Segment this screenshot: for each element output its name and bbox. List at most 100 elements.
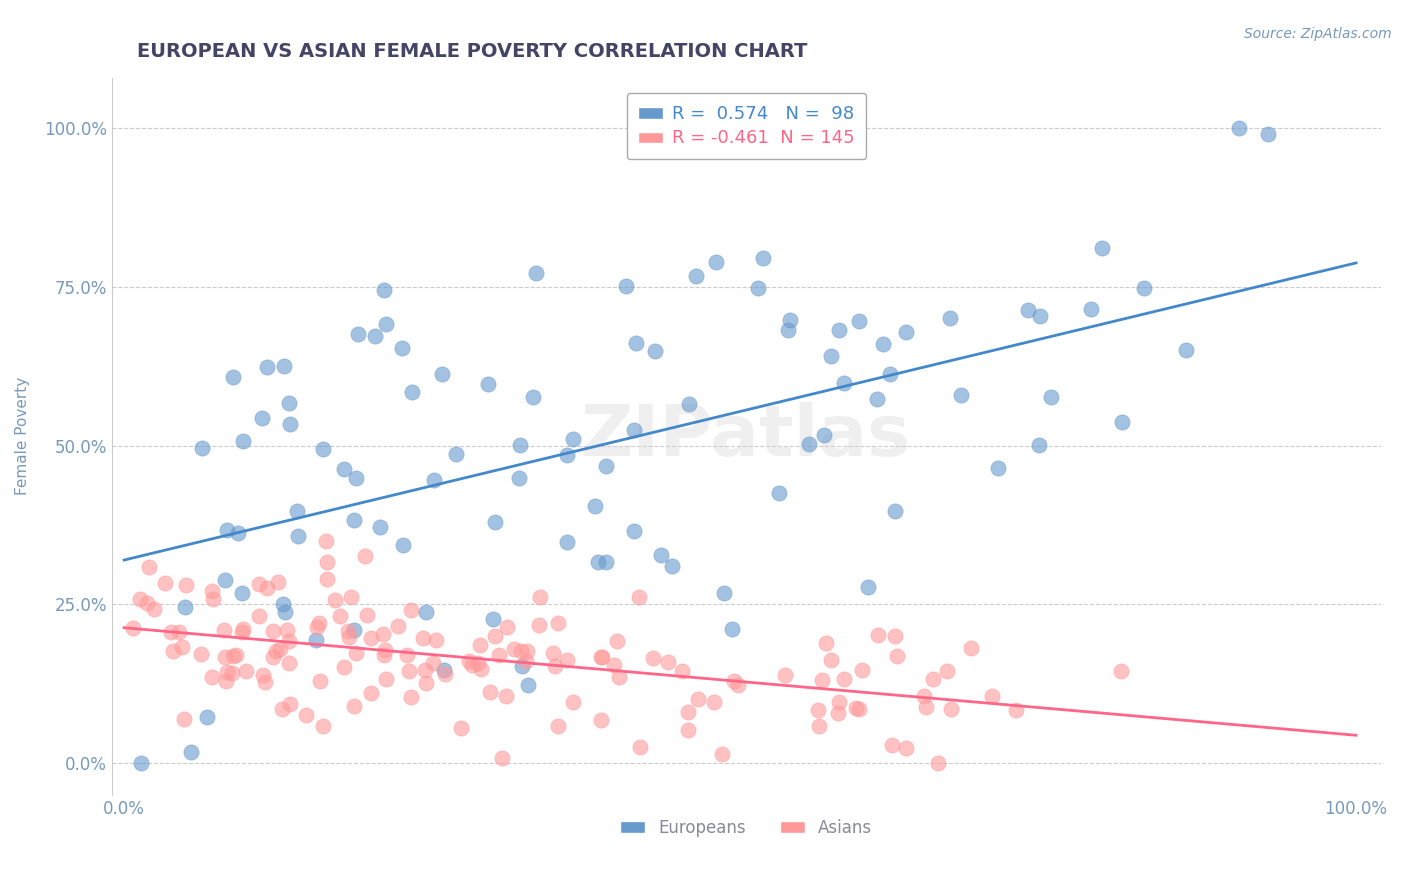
Point	[343, 623, 366, 637]
Point	[987, 461, 1010, 475]
Point	[555, 448, 578, 462]
Point	[461, 658, 484, 673]
Point	[415, 676, 437, 690]
Point	[773, 668, 796, 682]
Point	[1004, 703, 1026, 717]
Point	[329, 608, 352, 623]
Point	[167, 624, 190, 639]
Point	[252, 668, 274, 682]
Point	[614, 278, 637, 293]
Point	[1133, 281, 1156, 295]
Point	[516, 644, 538, 658]
Point	[337, 631, 360, 645]
Point	[583, 499, 606, 513]
Point	[262, 649, 284, 664]
Point	[231, 625, 253, 640]
Point	[174, 577, 197, 591]
Point	[264, 644, 287, 658]
Point	[555, 535, 578, 549]
Point	[356, 608, 378, 623]
Point	[253, 674, 276, 689]
Point	[434, 667, 457, 681]
Point	[883, 629, 905, 643]
Point	[688, 691, 710, 706]
Point	[848, 701, 870, 715]
Point	[274, 605, 297, 619]
Point	[201, 670, 224, 684]
Point	[371, 627, 394, 641]
Point	[727, 678, 749, 692]
Point	[270, 702, 292, 716]
Point	[623, 524, 645, 538]
Point	[644, 343, 666, 358]
Point	[235, 665, 257, 679]
Point	[482, 611, 505, 625]
Point	[561, 432, 583, 446]
Point	[527, 618, 550, 632]
Point	[676, 705, 699, 719]
Point	[212, 624, 235, 638]
Point	[316, 555, 339, 569]
Point	[346, 471, 368, 485]
Point	[797, 436, 820, 450]
Point	[626, 336, 648, 351]
Point	[470, 638, 492, 652]
Point	[308, 615, 330, 630]
Point	[415, 605, 437, 619]
Point	[478, 685, 501, 699]
Point	[1018, 303, 1040, 318]
Point	[399, 602, 422, 616]
Point	[277, 634, 299, 648]
Point	[333, 660, 356, 674]
Point	[221, 665, 243, 680]
Point	[856, 581, 879, 595]
Point	[627, 590, 650, 604]
Point	[312, 719, 335, 733]
Point	[1091, 241, 1114, 255]
Point	[170, 640, 193, 654]
Point	[868, 628, 890, 642]
Point	[333, 462, 356, 476]
Point	[180, 745, 202, 759]
Point	[262, 624, 284, 638]
Point	[215, 523, 238, 537]
Point	[685, 268, 707, 283]
Point	[1109, 664, 1132, 678]
Point	[922, 672, 945, 686]
Point	[278, 656, 301, 670]
Point	[522, 390, 544, 404]
Point	[396, 648, 419, 663]
Point	[912, 689, 935, 703]
Point	[1080, 301, 1102, 316]
Point	[1039, 390, 1062, 404]
Point	[820, 653, 842, 667]
Point	[285, 504, 308, 518]
Point	[444, 447, 467, 461]
Point	[122, 621, 145, 635]
Point	[710, 747, 733, 762]
Point	[305, 632, 328, 647]
Point	[541, 646, 564, 660]
Point	[457, 654, 479, 668]
Point	[225, 648, 247, 662]
Point	[914, 700, 936, 714]
Point	[1111, 415, 1133, 429]
Point	[603, 657, 626, 672]
Point	[190, 648, 212, 662]
Point	[368, 520, 391, 534]
Point	[811, 673, 834, 688]
Point	[828, 323, 851, 337]
Point	[591, 650, 613, 665]
Point	[214, 573, 236, 587]
Point	[309, 674, 332, 689]
Point	[347, 326, 370, 341]
Point	[936, 665, 959, 679]
Point	[391, 341, 413, 355]
Point	[591, 713, 613, 727]
Point	[173, 712, 195, 726]
Point	[515, 654, 537, 668]
Point	[589, 650, 612, 665]
Point	[713, 586, 735, 600]
Point	[135, 596, 157, 610]
Point	[373, 283, 395, 297]
